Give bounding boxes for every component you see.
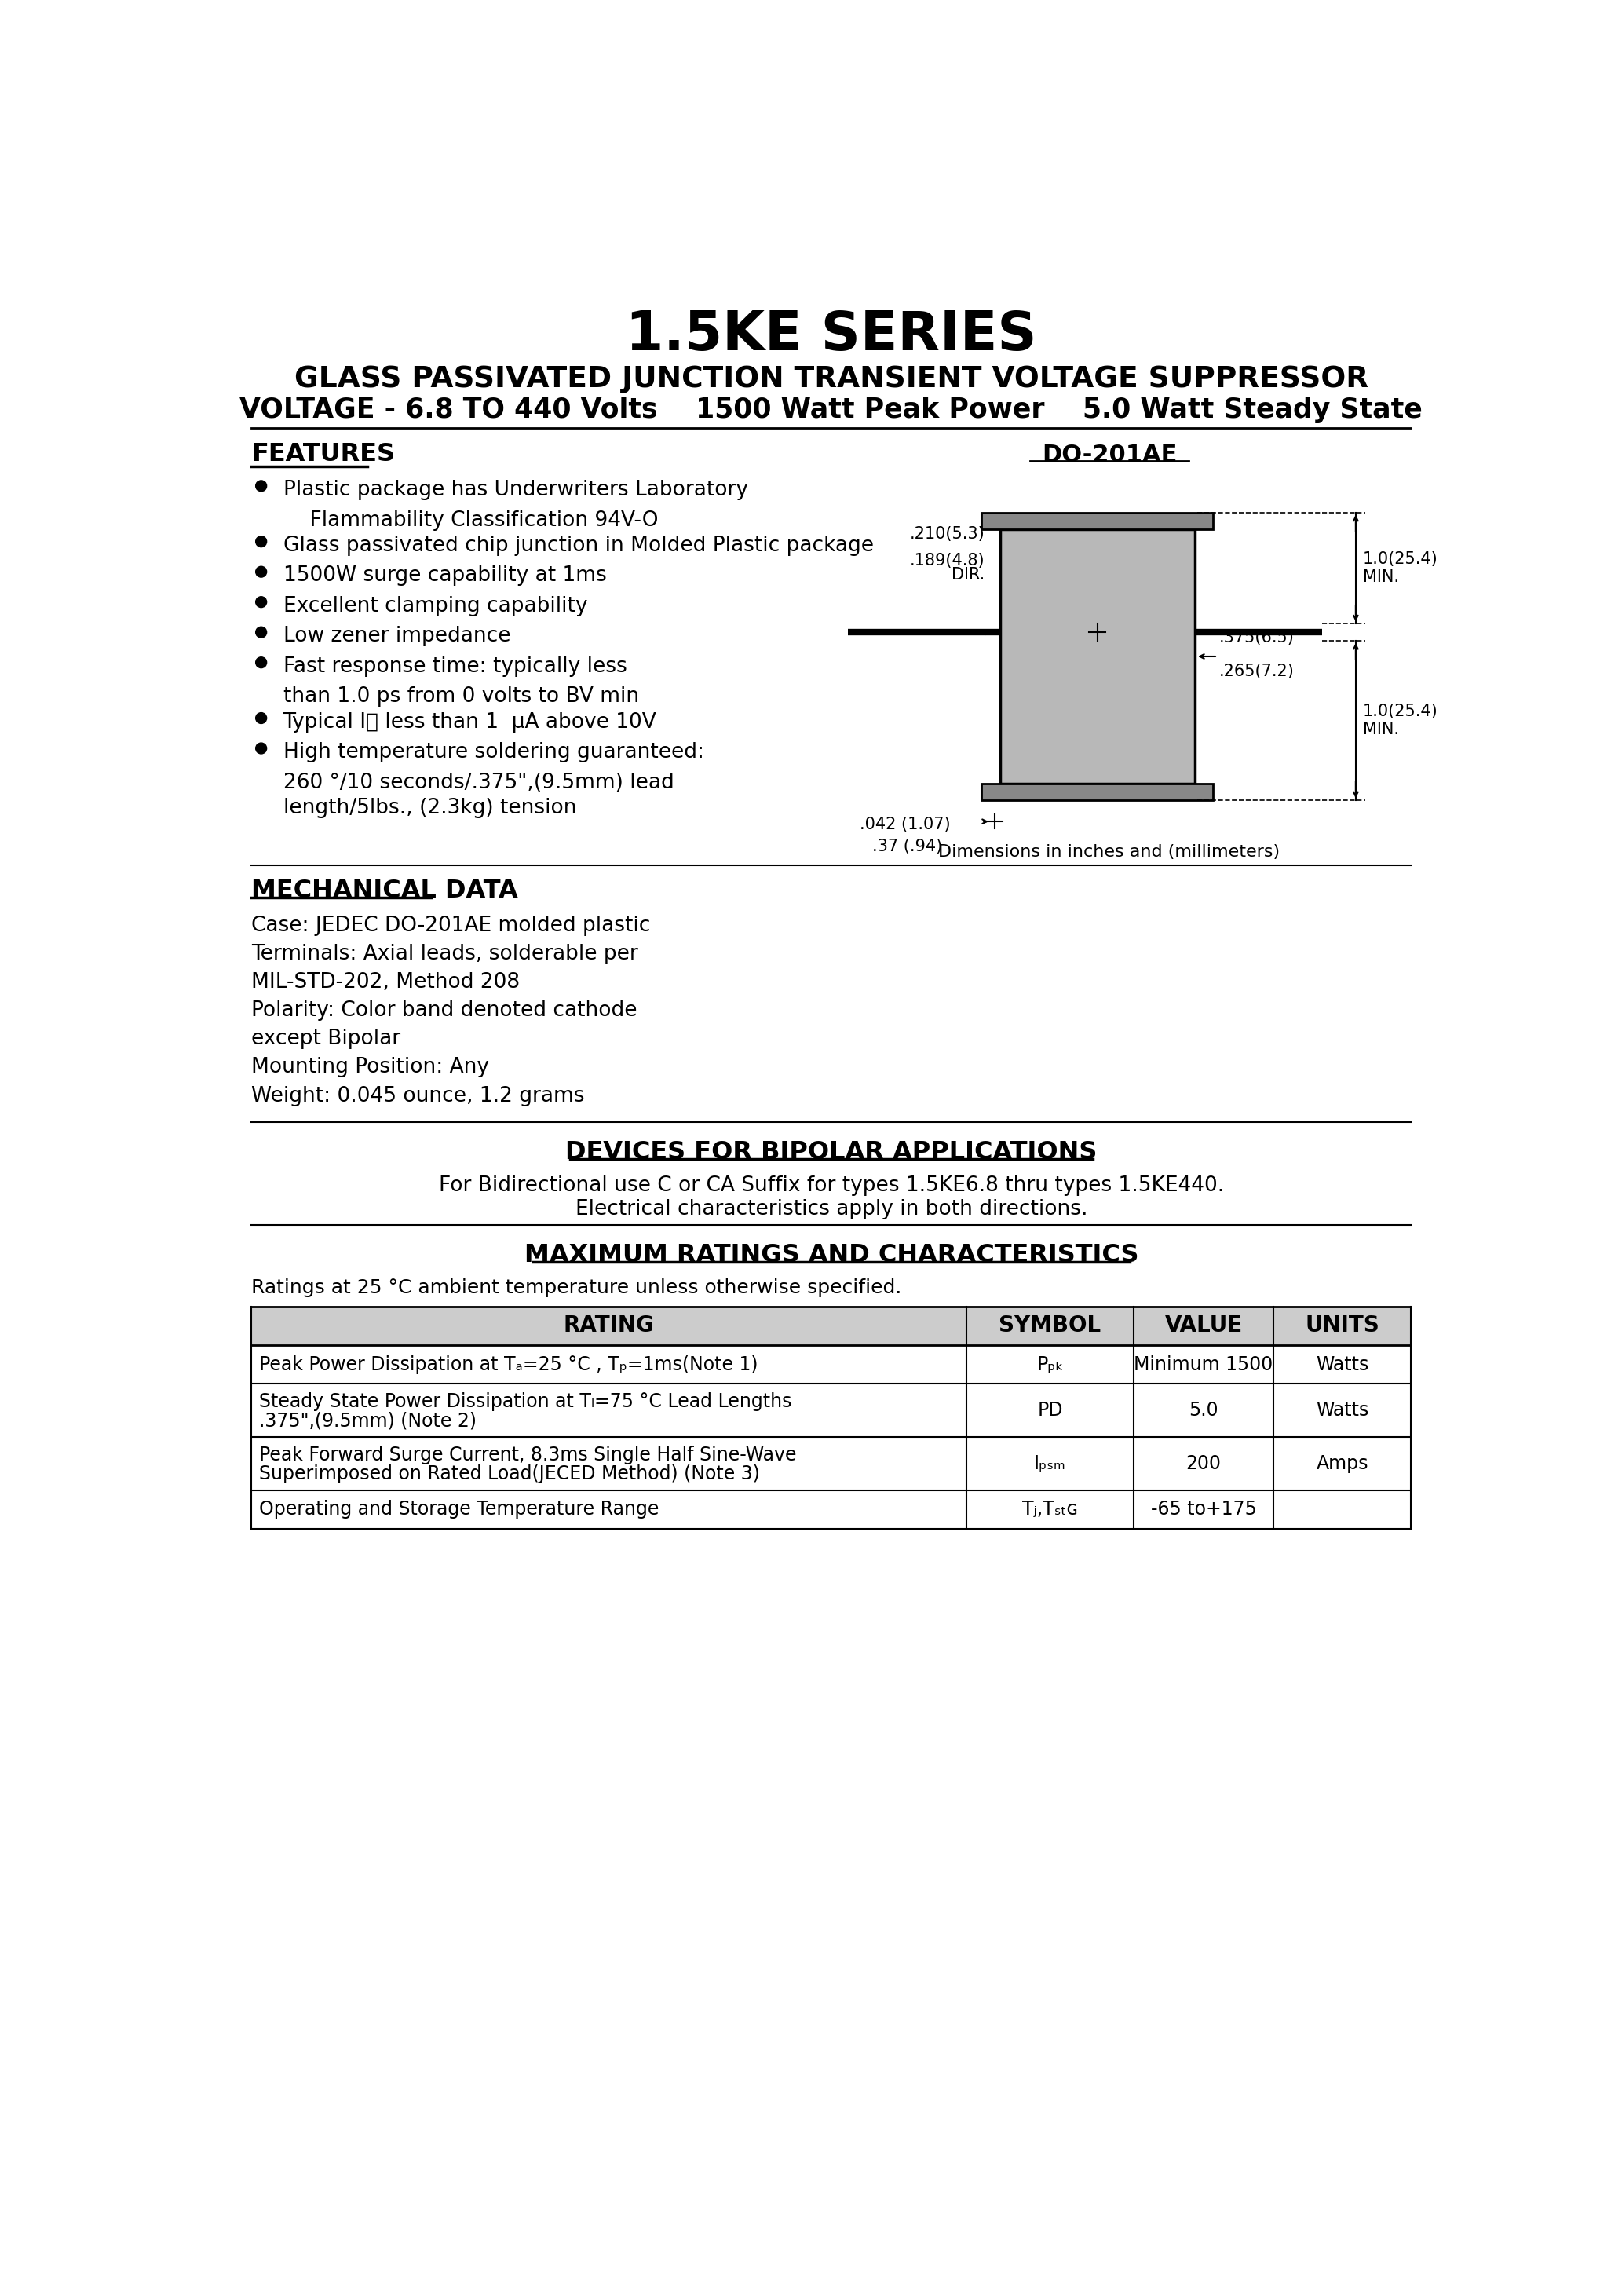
Circle shape (256, 744, 266, 753)
Text: Polarity: Color band denoted cathode: Polarity: Color band denoted cathode (251, 1001, 637, 1022)
Text: 1.0(25.4)
MIN.: 1.0(25.4) MIN. (1362, 703, 1439, 737)
Text: -65 to+175: -65 to+175 (1150, 1499, 1257, 1520)
Text: .37 (.94): .37 (.94) (873, 838, 942, 854)
Text: Tⱼ,Tₛₜɢ: Tⱼ,Tₛₜɢ (1022, 1499, 1079, 1520)
Text: Minimum 1500: Minimum 1500 (1134, 1355, 1273, 1373)
Bar (981, 783, 1213, 801)
Text: Pₚₖ: Pₚₖ (1036, 1355, 1064, 1373)
Text: Electrical characteristics apply in both directions.: Electrical characteristics apply in both… (576, 1199, 1087, 1219)
Text: .375(6.5): .375(6.5) (1218, 629, 1294, 645)
Text: DO-201AE: DO-201AE (1041, 443, 1178, 466)
Text: 5.0: 5.0 (1189, 1401, 1218, 1419)
Text: Operating and Storage Temperature Range: Operating and Storage Temperature Range (260, 1499, 659, 1520)
Text: GLASS PASSIVATED JUNCTION TRANSIENT VOLTAGE SUPPRESSOR: GLASS PASSIVATED JUNCTION TRANSIENT VOLT… (294, 365, 1369, 393)
Text: .210(5.3): .210(5.3) (910, 526, 985, 542)
Text: MAXIMUM RATINGS AND CHARACTERISTICS: MAXIMUM RATINGS AND CHARACTERISTICS (524, 1242, 1139, 1267)
Text: .042 (1.07): .042 (1.07) (860, 817, 950, 833)
Text: Dimensions in inches and (millimeters): Dimensions in inches and (millimeters) (939, 845, 1280, 859)
Text: Ratings at 25 °C ambient temperature unless otherwise specified.: Ratings at 25 °C ambient temperature unl… (251, 1279, 902, 1297)
Text: Plastic package has Underwriters Laboratory: Plastic package has Underwriters Laborat… (284, 480, 748, 501)
Text: .265(7.2): .265(7.2) (1218, 664, 1294, 680)
Circle shape (256, 597, 266, 608)
Circle shape (256, 535, 266, 546)
Text: Typical Iᴯ less than 1  μA above 10V: Typical Iᴯ less than 1 μA above 10V (284, 712, 657, 732)
Text: FEATURES: FEATURES (251, 441, 396, 466)
Text: Iₚₛₘ: Iₚₛₘ (1033, 1453, 1066, 1474)
Text: MIL-STD-202, Method 208: MIL-STD-202, Method 208 (251, 971, 521, 992)
Text: Watts: Watts (1315, 1401, 1369, 1419)
Circle shape (256, 480, 266, 491)
Text: .189(4.8): .189(4.8) (910, 553, 985, 567)
Text: 200: 200 (1186, 1453, 1221, 1474)
Text: For Bidirectional use C or CA Suffix for types 1.5KE6.8 thru types 1.5KE440.: For Bidirectional use C or CA Suffix for… (438, 1176, 1225, 1196)
Text: SYMBOL: SYMBOL (999, 1316, 1101, 1336)
Text: Fast response time: typically less: Fast response time: typically less (284, 657, 626, 677)
Text: Excellent clamping capability: Excellent clamping capability (284, 597, 587, 615)
Circle shape (256, 657, 266, 668)
Text: Amps: Amps (1317, 1453, 1369, 1474)
Text: than 1.0 ps from 0 volts to BV min: than 1.0 ps from 0 volts to BV min (284, 687, 639, 707)
Text: 1500W surge capability at 1ms: 1500W surge capability at 1ms (284, 565, 607, 585)
Text: except Bipolar: except Bipolar (251, 1029, 401, 1049)
Text: Weight: 0.045 ounce, 1.2 grams: Weight: 0.045 ounce, 1.2 grams (251, 1086, 584, 1107)
Text: High temperature soldering guaranteed:: High temperature soldering guaranteed: (284, 742, 704, 762)
Text: Glass passivated chip junction in Molded Plastic package: Glass passivated chip junction in Molded… (284, 535, 874, 556)
Text: DIR.: DIR. (952, 567, 985, 583)
Text: Low zener impedance: Low zener impedance (284, 627, 511, 647)
Text: length/5lbs., (2.3kg) tension: length/5lbs., (2.3kg) tension (284, 799, 576, 817)
Text: UNITS: UNITS (1306, 1316, 1380, 1336)
Text: 1.0(25.4)
MIN.: 1.0(25.4) MIN. (1362, 551, 1439, 585)
Bar (999, 530, 1194, 783)
Text: Watts: Watts (1315, 1355, 1369, 1373)
Text: Superimposed on Rated Load(JECED Method) (Note 3): Superimposed on Rated Load(JECED Method)… (260, 1465, 759, 1483)
Text: Flammability Classification 94V-O: Flammability Classification 94V-O (284, 510, 659, 530)
Bar (981, 512, 1213, 530)
Text: Mounting Position: Any: Mounting Position: Any (251, 1056, 490, 1077)
Text: Steady State Power Dissipation at Tₗ=75 °C Lead Lengths: Steady State Power Dissipation at Tₗ=75 … (260, 1391, 792, 1412)
Text: .375",(9.5mm) (Note 2): .375",(9.5mm) (Note 2) (260, 1412, 477, 1430)
Text: PD: PD (1036, 1401, 1062, 1419)
Text: 1.5KE SERIES: 1.5KE SERIES (626, 308, 1036, 360)
Text: MECHANICAL DATA: MECHANICAL DATA (251, 879, 517, 902)
Text: Peak Power Dissipation at Tₐ=25 °C , Tₚ=1ms(Note 1): Peak Power Dissipation at Tₐ=25 °C , Tₚ=… (260, 1355, 757, 1373)
Text: VALUE: VALUE (1165, 1316, 1242, 1336)
Bar (251, 1306, 1411, 1345)
Circle shape (256, 627, 266, 638)
Text: Terminals: Axial leads, solderable per: Terminals: Axial leads, solderable per (251, 944, 639, 964)
Text: 260 °/10 seconds/.375",(9.5mm) lead: 260 °/10 seconds/.375",(9.5mm) lead (284, 771, 673, 792)
Circle shape (256, 567, 266, 576)
Circle shape (256, 712, 266, 723)
Text: DEVICES FOR BIPOLAR APPLICATIONS: DEVICES FOR BIPOLAR APPLICATIONS (566, 1141, 1096, 1164)
Text: Case: JEDEC DO-201AE molded plastic: Case: JEDEC DO-201AE molded plastic (251, 916, 650, 937)
Text: VOLTAGE - 6.8 TO 440 Volts    1500 Watt Peak Power    5.0 Watt Steady State: VOLTAGE - 6.8 TO 440 Volts 1500 Watt Pea… (240, 397, 1422, 422)
Text: Peak Forward Surge Current, 8.3ms Single Half Sine-Wave: Peak Forward Surge Current, 8.3ms Single… (260, 1446, 796, 1465)
Text: RATING: RATING (563, 1316, 654, 1336)
